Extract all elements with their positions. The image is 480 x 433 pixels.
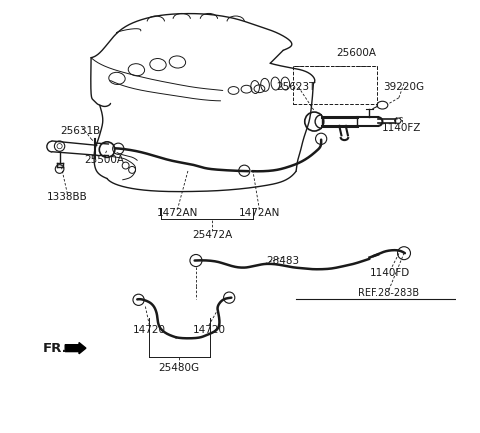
Text: FR.: FR.	[43, 342, 68, 355]
Text: 39220G: 39220G	[384, 82, 425, 92]
Text: 25480G: 25480G	[158, 363, 199, 373]
Text: 25600A: 25600A	[336, 48, 376, 58]
Text: 25631B: 25631B	[60, 126, 100, 136]
Text: 1472AN: 1472AN	[239, 208, 280, 218]
Text: 25472A: 25472A	[192, 229, 232, 239]
FancyArrow shape	[65, 343, 86, 354]
Text: 1472AN: 1472AN	[157, 208, 198, 218]
Text: 1140FD: 1140FD	[370, 268, 410, 278]
Text: REF.28-283B: REF.28-283B	[359, 288, 420, 298]
Text: 25500A: 25500A	[84, 155, 124, 165]
Bar	[293, 66, 377, 104]
Text: 14720: 14720	[133, 325, 166, 335]
Text: 28483: 28483	[266, 255, 300, 265]
Text: 14720: 14720	[192, 325, 226, 335]
Text: 1338BB: 1338BB	[47, 192, 88, 202]
Text: 1140FZ: 1140FZ	[382, 123, 421, 133]
Text: 25623T: 25623T	[276, 82, 316, 92]
